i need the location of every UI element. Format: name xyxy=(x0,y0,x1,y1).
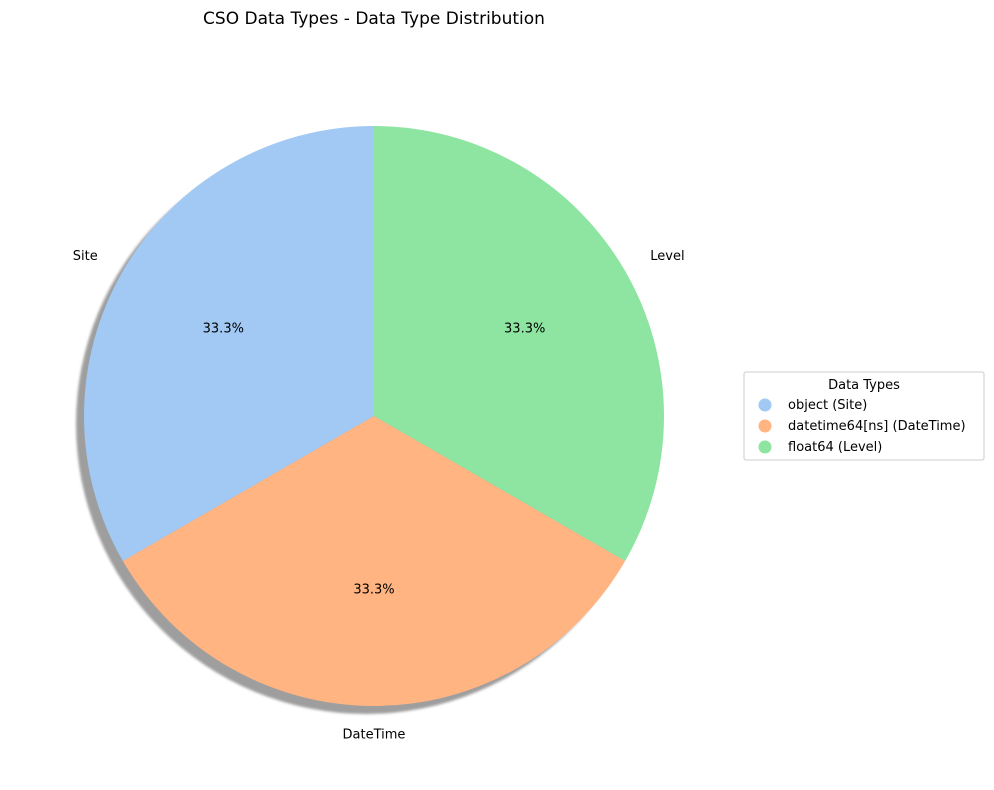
pie-slice-site xyxy=(83,125,374,561)
legend-label-float64-level: float64 (Level) xyxy=(788,440,882,455)
legend-swatch-datetime xyxy=(758,419,772,433)
legend-swatch-float64-level xyxy=(758,440,772,454)
pie-slice-level xyxy=(374,126,665,561)
legend-frame xyxy=(743,371,985,461)
slice-label-datetime: DateTime xyxy=(343,728,406,743)
legend-title: Data Types xyxy=(828,378,900,393)
percent-label-datetime: 33.3% xyxy=(353,583,394,598)
pie-labels-group: Site 33.3% DateTime 33.3% Level 33.3% xyxy=(73,249,685,743)
pie-slice-datetime xyxy=(122,416,626,707)
percent-label-site: 33.3% xyxy=(203,322,244,337)
legend-label-datetime: datetime64[ns] (DateTime) xyxy=(788,419,966,434)
slice-label-site: Site xyxy=(73,249,98,264)
chart-title: CSO Data Types - Data Type Distribution xyxy=(203,9,545,29)
slice-label-level: Level xyxy=(650,249,684,264)
legend-label-object-site: object (Site) xyxy=(788,398,867,413)
pie-slices-group xyxy=(83,125,665,707)
legend-swatch-object-site xyxy=(758,398,772,412)
percent-label-level: 33.3% xyxy=(504,322,545,337)
legend: Data Types object (Site) datetime64[ns] … xyxy=(743,371,985,461)
